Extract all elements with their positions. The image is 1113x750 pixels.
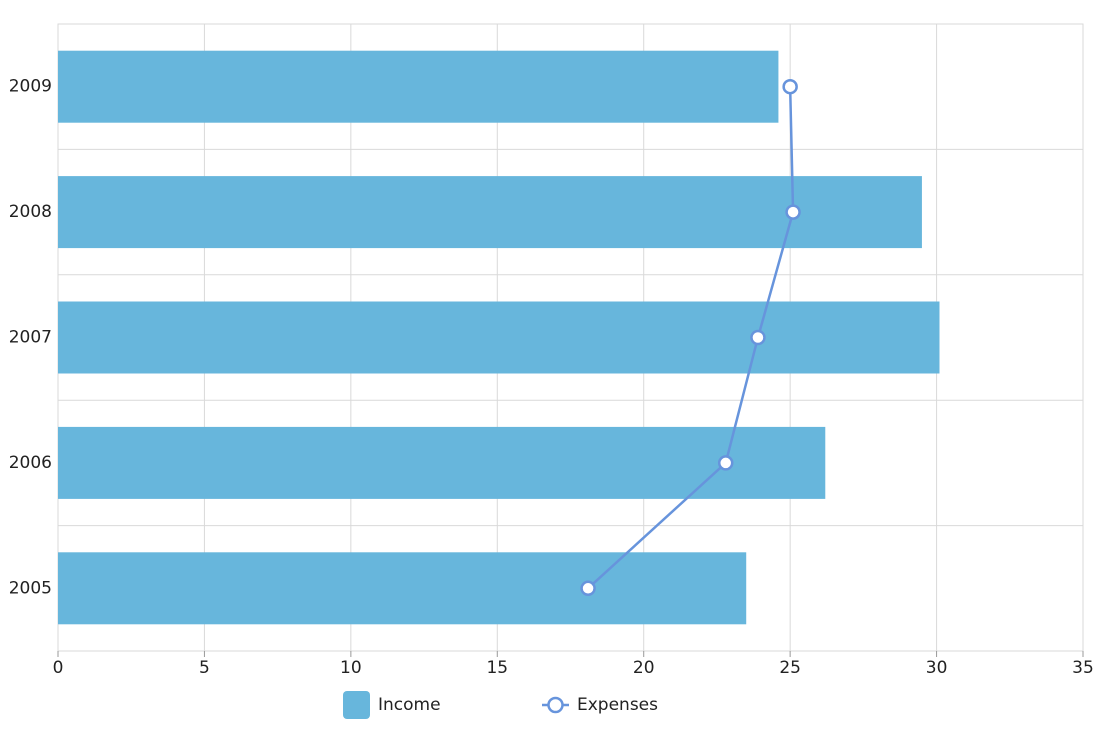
bar	[58, 50, 779, 123]
line-marker	[717, 455, 734, 471]
x-tick-label: 35	[1072, 658, 1094, 678]
line-marker	[580, 580, 596, 597]
bar	[58, 301, 940, 374]
line-marker	[782, 78, 798, 95]
legend-item: Expenses	[542, 695, 658, 715]
x-tick-label: 25	[779, 658, 801, 678]
bar	[58, 176, 922, 249]
legend-swatch	[343, 691, 370, 719]
legend-label: Income	[378, 695, 441, 715]
legend-marker	[547, 696, 564, 714]
x-tick-label: 10	[340, 658, 362, 678]
x-tick-label: 0	[53, 658, 64, 678]
y-tick-label: 2005	[9, 578, 52, 598]
x-tick-label: 5	[199, 658, 210, 678]
bar	[58, 426, 826, 499]
x-tick-label: 30	[926, 658, 948, 678]
bar	[58, 552, 747, 625]
y-tick-label: 2006	[9, 453, 52, 473]
x-tick-label: 20	[633, 658, 655, 678]
legend-label: Expenses	[577, 695, 658, 715]
legend-item: Income	[343, 691, 441, 719]
y-tick-label: 2008	[9, 202, 52, 222]
line-marker	[785, 204, 801, 220]
line-marker	[750, 329, 766, 346]
x-tick-label: 15	[486, 658, 508, 678]
y-tick-label: 2007	[9, 328, 52, 348]
y-tick-label: 2009	[9, 77, 52, 97]
